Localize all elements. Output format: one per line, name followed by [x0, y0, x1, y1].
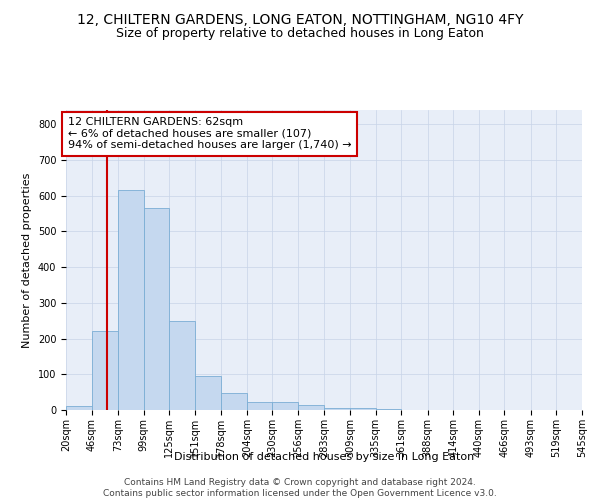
Bar — [66, 406, 92, 410]
Y-axis label: Number of detached properties: Number of detached properties — [22, 172, 32, 348]
Bar — [298, 405, 325, 410]
Bar — [118, 190, 143, 410]
Bar — [169, 321, 195, 410]
Bar — [272, 402, 298, 410]
Bar — [325, 408, 350, 410]
Bar — [247, 402, 272, 410]
Text: Size of property relative to detached houses in Long Eaton: Size of property relative to detached ho… — [116, 28, 484, 40]
Text: 12, CHILTERN GARDENS, LONG EATON, NOTTINGHAM, NG10 4FY: 12, CHILTERN GARDENS, LONG EATON, NOTTIN… — [77, 12, 523, 26]
Bar — [376, 409, 401, 410]
Bar — [195, 376, 221, 410]
Bar — [350, 408, 376, 410]
Text: 12 CHILTERN GARDENS: 62sqm
← 6% of detached houses are smaller (107)
94% of semi: 12 CHILTERN GARDENS: 62sqm ← 6% of detac… — [68, 117, 352, 150]
Bar — [221, 393, 247, 410]
Text: Distribution of detached houses by size in Long Eaton: Distribution of detached houses by size … — [174, 452, 474, 462]
Bar — [143, 208, 169, 410]
Bar — [92, 330, 118, 410]
Text: Contains HM Land Registry data © Crown copyright and database right 2024.
Contai: Contains HM Land Registry data © Crown c… — [103, 478, 497, 498]
